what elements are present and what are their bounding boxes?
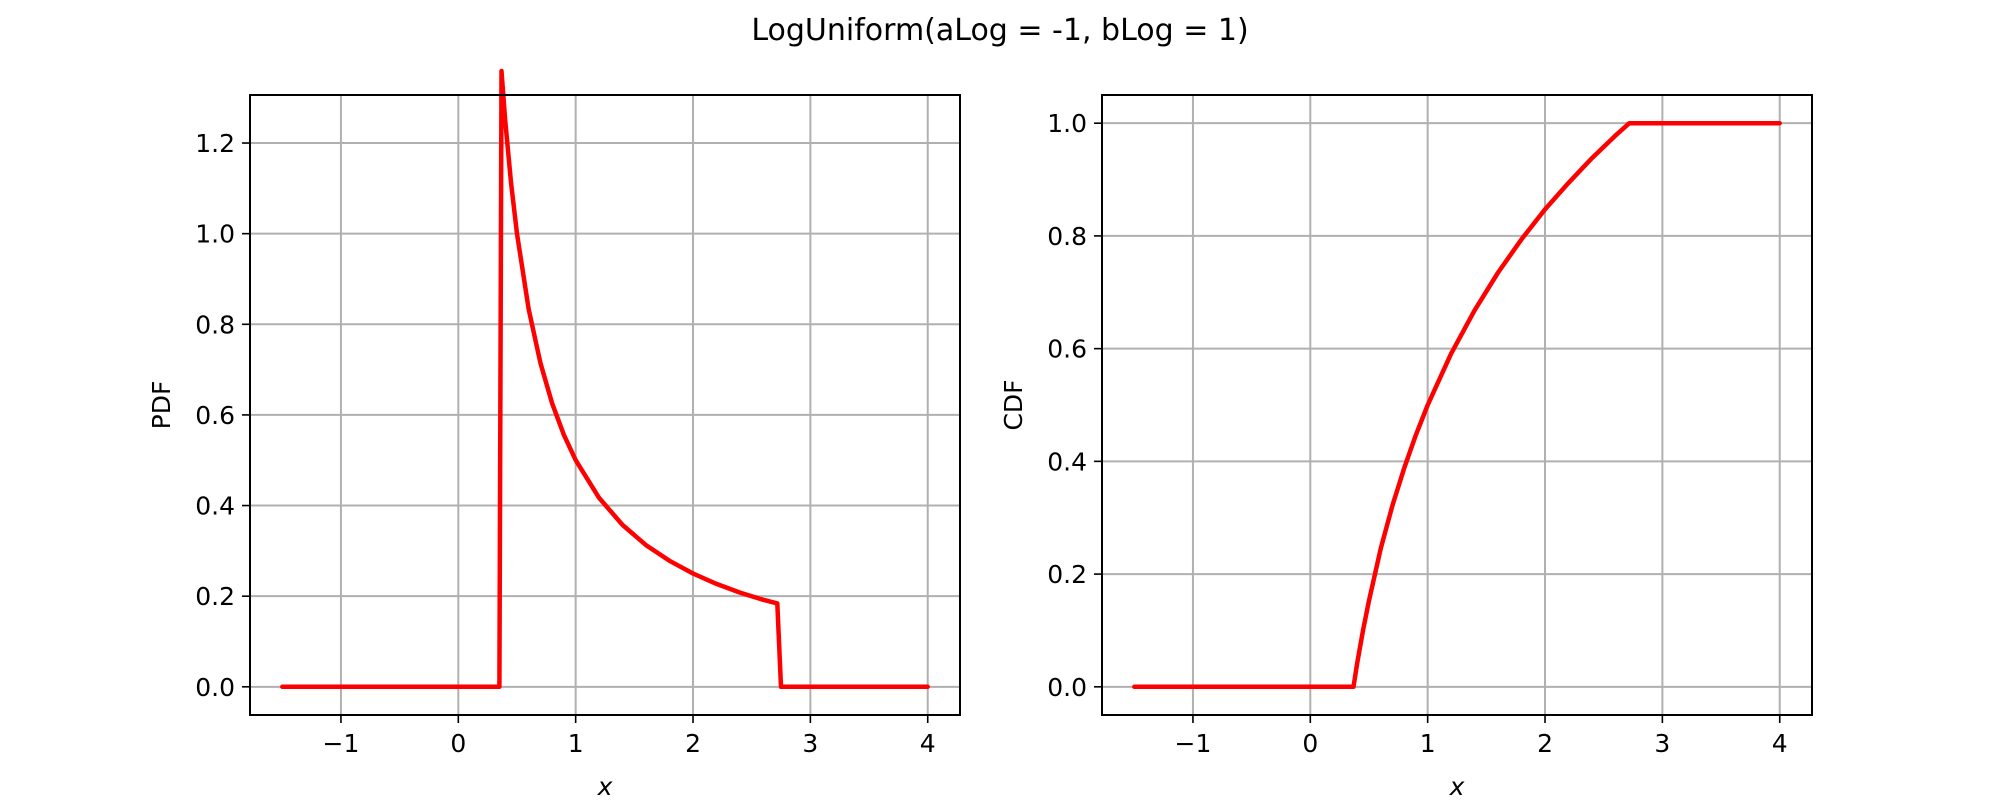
cdf-y-tick-label: 1.0	[1047, 109, 1087, 138]
pdf-axes-frame	[249, 94, 961, 716]
pdf-grid	[250, 95, 960, 715]
figure-title: LogUniform(aLog = -1, bLog = 1)	[751, 13, 1248, 48]
cdf-x-tick-label: 3	[1654, 729, 1670, 758]
pdf-x-axis-label: x	[597, 772, 613, 800]
cdf-plot: −1 0 1 2 3 4 0.0 0.2 0.4 0.6 0.8 1.0 x CDF	[999, 94, 1813, 800]
pdf-x-tick-label: 2	[685, 729, 701, 758]
cdf-y-axis-label: CDF	[999, 379, 1028, 430]
pdf-y-tick-label: 1.2	[195, 129, 235, 158]
cdf-y-tick-label: 0.6	[1047, 335, 1087, 364]
pdf-y-tick-label: 0.0	[195, 673, 235, 702]
cdf-curve	[1132, 120, 1782, 690]
cdf-y-tick-label: 0.4	[1047, 447, 1087, 476]
pdf-y-tick-label: 0.2	[195, 582, 235, 611]
cdf-y-tick-label: 0.2	[1047, 560, 1087, 589]
pdf-x-tick-label: 3	[802, 729, 818, 758]
pdf-y-axis-label: PDF	[147, 381, 176, 430]
cdf-x-tick-label: 1	[1420, 729, 1436, 758]
pdf-y-tick-label: 1.0	[195, 220, 235, 249]
cdf-x-tick-label: 0	[1302, 729, 1318, 758]
pdf-x-tick-label: 0	[450, 729, 466, 758]
cdf-grid	[1102, 95, 1812, 715]
pdf-plot: −1 0 1 2 3 4 0.0 0.2 0.4 0.6 0.8 1.0 1.2 x PDF	[147, 68, 961, 800]
pdf-ticks: −1 0 1 2 3 4 0.0 0.2 0.4 0.6 0.8 1.0 1.2	[195, 129, 935, 758]
cdf-y-tick-label: 0.8	[1047, 222, 1087, 251]
pdf-y-tick-label: 0.6	[195, 401, 235, 430]
cdf-x-tick-label: −1	[1175, 729, 1212, 758]
pdf-curve	[280, 68, 930, 690]
cdf-x-axis-label: x	[1449, 772, 1465, 800]
pdf-x-tick-label: 4	[920, 729, 936, 758]
cdf-series	[1132, 120, 1782, 690]
cdf-x-tick-label: 2	[1537, 729, 1553, 758]
cdf-x-tick-label: 4	[1772, 729, 1788, 758]
pdf-x-tick-label: 1	[568, 729, 584, 758]
cdf-y-tick-label: 0.0	[1047, 673, 1087, 702]
pdf-series	[280, 68, 930, 690]
pdf-x-tick-label: −1	[323, 729, 360, 758]
pdf-y-tick-label: 0.4	[195, 492, 235, 521]
pdf-y-tick-label: 0.8	[195, 310, 235, 339]
cdf-ticks: −1 0 1 2 3 4 0.0 0.2 0.4 0.6 0.8 1.0	[1047, 109, 1787, 758]
cdf-axes-frame	[1101, 94, 1813, 716]
